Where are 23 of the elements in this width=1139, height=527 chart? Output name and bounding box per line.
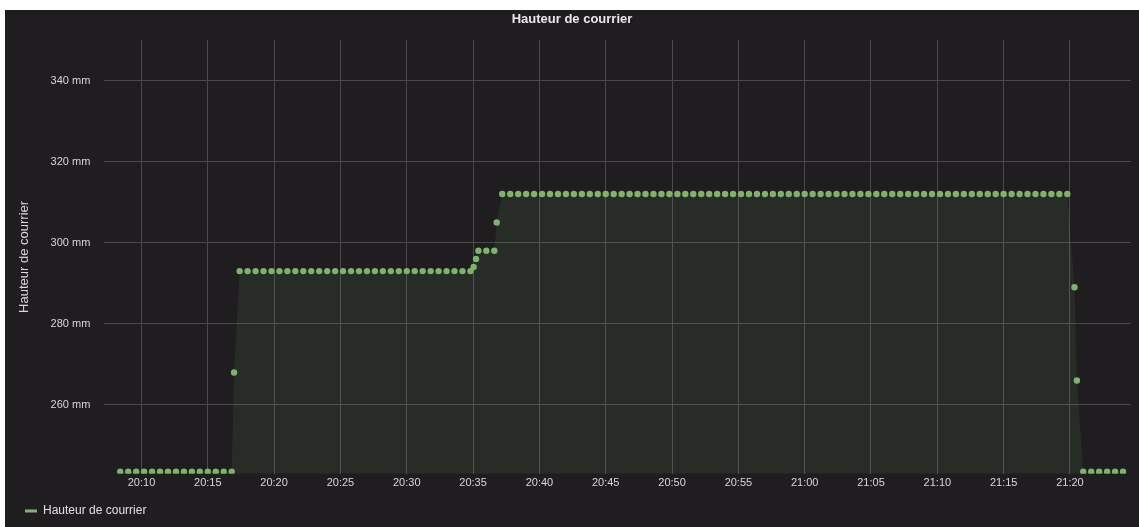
x-tick-label: 20:20	[260, 476, 288, 489]
x-tick-label: 20:10	[127, 476, 156, 489]
x-tick-label: 20:25	[326, 476, 355, 489]
y-tick-label: 300 mm	[50, 235, 91, 248]
x-tick-label: 20:40	[525, 476, 554, 489]
x-tick-label: 20:50	[658, 476, 686, 489]
chart-title: Hauteur de courrier	[511, 10, 633, 26]
x-tick-label: 21:05	[857, 476, 885, 489]
y-axis-title: Hauteur de courrier	[16, 200, 32, 313]
x-tick-label: 21:00	[790, 476, 819, 489]
y-tick-label: 280 mm	[50, 316, 91, 329]
y-tick-label: 320 mm	[50, 154, 91, 167]
x-tick-label: 21:20	[1056, 476, 1084, 489]
y-tick-label: 340 mm	[50, 73, 91, 86]
x-tick-label: 21:15	[989, 476, 1018, 489]
x-tick-label: 20:45	[591, 476, 620, 489]
y-tick-label: 260 mm	[50, 397, 91, 410]
x-tick-label: 21:10	[923, 476, 952, 489]
x-tick-label: 20:15	[194, 476, 222, 489]
x-tick-label: 20:55	[724, 476, 753, 489]
x-tick-label: 20:30	[393, 476, 421, 489]
legend-label: Hauteur de courrier	[43, 503, 147, 518]
x-tick-label: 20:35	[459, 476, 487, 489]
